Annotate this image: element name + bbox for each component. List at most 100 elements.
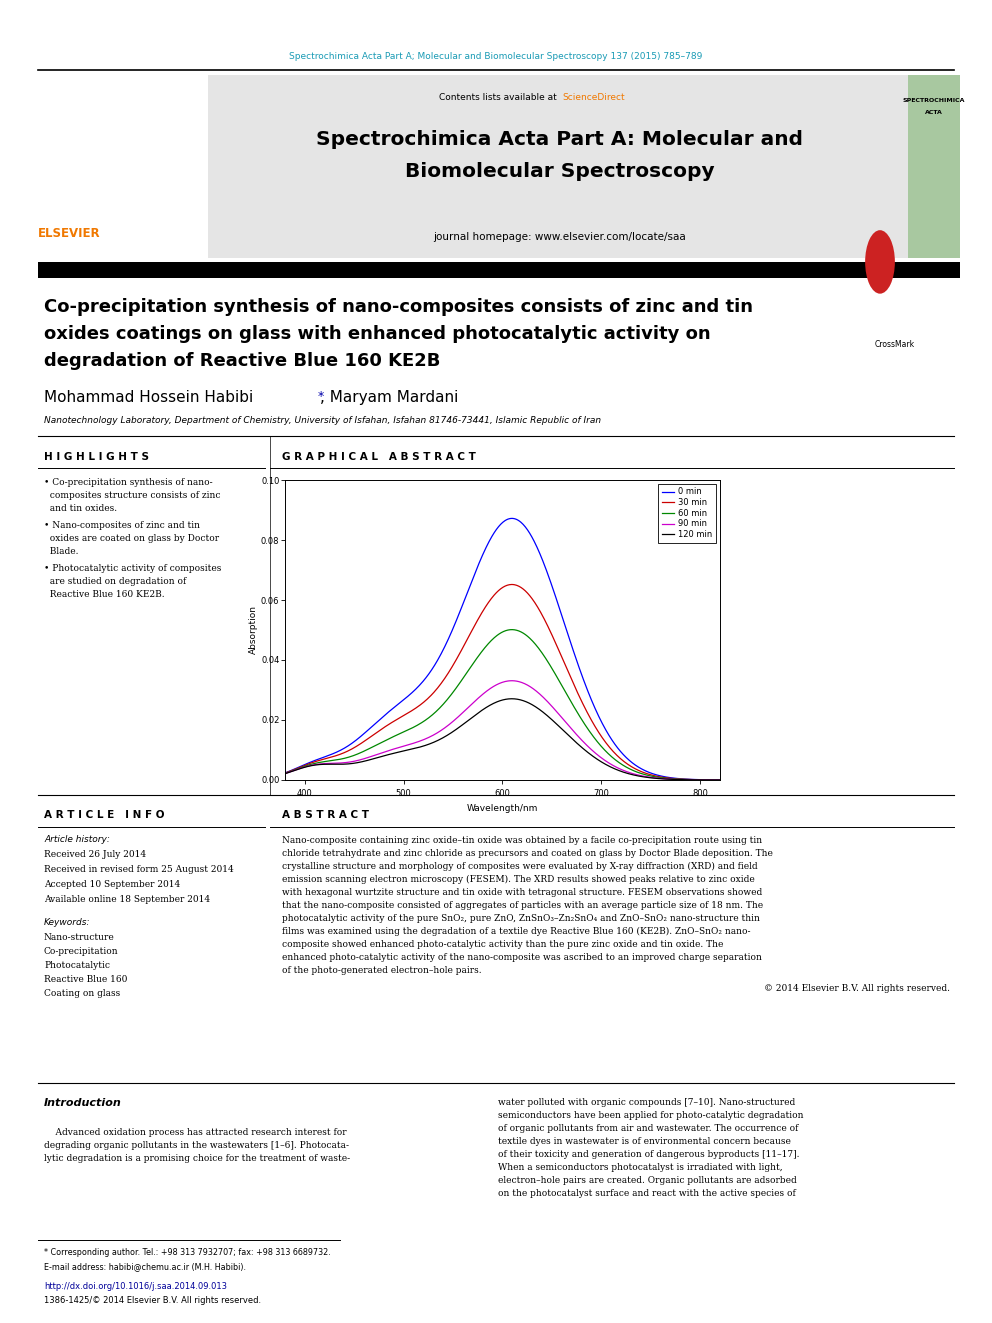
Text: A R T I C L E   I N F O: A R T I C L E I N F O [44,810,165,820]
90 min [570,726,582,742]
Text: *: * [314,390,324,404]
Bar [38,75,208,258]
Text: Co-precipitation: Co-precipitation [44,947,119,957]
Text: http://dx.doi.org/10.1016/j.saa.2014.09.013: http://dx.doi.org/10.1016/j.saa.2014.09.… [44,1282,227,1291]
60 min [476,643,488,659]
Text: of the photo-generated electron–hole pairs.: of the photo-generated electron–hole pai… [282,966,482,975]
Text: Introduction: Introduction [44,1098,122,1107]
30 min [506,577,518,593]
Text: 1386-1425/© 2014 Elsevier B.V. All rights reserved.: 1386-1425/© 2014 Elsevier B.V. All right… [44,1297,261,1304]
0 min [714,773,726,789]
Bar [908,75,960,258]
0 min [476,549,488,565]
0 min [279,765,291,781]
Text: Coating on glass: Coating on glass [44,990,120,998]
60 min [536,646,548,662]
Text: H I G H L I G H T S: H I G H L I G H T S [44,452,149,462]
Ellipse shape [865,230,895,294]
Text: Contents lists available at: Contents lists available at [439,93,560,102]
Text: Reactive Blue 160 KE2B.: Reactive Blue 160 KE2B. [44,590,165,599]
Text: Photocatalytic: Photocatalytic [44,960,110,970]
60 min [506,622,518,638]
Text: emission scanning electron microscopy (FESEM). The XRD results showed peaks rela: emission scanning electron microscopy (F… [282,875,755,884]
Text: • Co-precipitation synthesis of nano-: • Co-precipitation synthesis of nano- [44,478,212,487]
Text: of their toxicity and generation of dangerous byproducts [11–17].: of their toxicity and generation of dang… [498,1150,800,1159]
Line: 0 min: 0 min [285,519,720,781]
Text: Received in revised form 25 August 2014: Received in revised form 25 August 2014 [44,865,234,875]
Text: Mohammad Hossein Habibi: Mohammad Hossein Habibi [44,390,253,405]
Line: 90 min: 90 min [285,681,720,781]
Text: degrading organic pollutants in the wastewaters [1–6]. Photocata-: degrading organic pollutants in the wast… [44,1140,349,1150]
Text: that the nano-composite consisted of aggregates of particles with an average par: that the nano-composite consisted of agg… [282,901,763,910]
90 min [391,740,403,755]
Text: • Nano-composites of zinc and tin: • Nano-composites of zinc and tin [44,521,200,531]
Text: A B S T R A C T: A B S T R A C T [282,810,369,820]
0 min [391,697,403,713]
Text: composites structure consists of zinc: composites structure consists of zinc [44,491,220,500]
30 min [279,765,291,781]
Text: with hexagonal wurtzite structure and tin oxide with tetragonal structure. FESEM: with hexagonal wurtzite structure and ti… [282,888,762,897]
Text: © 2014 Elsevier B.V. All rights reserved.: © 2014 Elsevier B.V. All rights reserved… [764,984,950,994]
60 min [714,773,726,789]
X-axis label: Wavelength/nm: Wavelength/nm [467,803,539,812]
Text: Accepted 10 September 2014: Accepted 10 September 2014 [44,880,181,889]
120 min [536,704,548,720]
Text: chloride tetrahydrate and zinc chloride as precursors and coated on glass by Doc: chloride tetrahydrate and zinc chloride … [282,849,773,859]
Text: ELSEVIER: ELSEVIER [38,228,100,239]
30 min [391,712,403,728]
Bar [208,75,908,258]
Text: are studied on degradation of: are studied on degradation of [44,577,186,586]
Text: composite showed enhanced photo-catalytic activity than the pure zinc oxide and : composite showed enhanced photo-catalyti… [282,941,723,949]
Text: Keywords:: Keywords: [44,918,90,927]
Text: Blade.: Blade. [44,546,78,556]
Text: lytic degradation is a promising choice for the treatment of waste-: lytic degradation is a promising choice … [44,1154,350,1163]
0 min [607,734,619,750]
120 min [279,766,291,782]
Text: semiconductors have been applied for photo-catalytic degradation: semiconductors have been applied for pho… [498,1111,804,1121]
Text: Available online 18 September 2014: Available online 18 September 2014 [44,894,210,904]
Text: oxides are coated on glass by Doctor: oxides are coated on glass by Doctor [44,534,219,542]
Text: Article history:: Article history: [44,835,110,844]
Line: 120 min: 120 min [285,699,720,781]
Text: SPECTROCHIMICA: SPECTROCHIMICA [903,98,965,103]
Text: journal homepage: www.elsevier.com/locate/saa: journal homepage: www.elsevier.com/locat… [434,232,686,242]
60 min [356,744,368,759]
90 min [607,758,619,774]
Text: crystalline structure and morphology of composites were evaluated by X-ray diffr: crystalline structure and morphology of … [282,863,758,871]
0 min [536,552,548,568]
Text: G R A P H I C A L   A B S T R A C T: G R A P H I C A L A B S T R A C T [282,452,476,462]
Text: ACTA: ACTA [926,110,943,115]
Text: enhanced photo-catalytic activity of the nano-composite was ascribed to an impro: enhanced photo-catalytic activity of the… [282,953,762,962]
Text: electron–hole pairs are created. Organic pollutants are adsorbed: electron–hole pairs are created. Organic… [498,1176,797,1185]
60 min [391,728,403,744]
Text: Reactive Blue 160: Reactive Blue 160 [44,975,127,984]
120 min [506,691,518,706]
Line: 60 min: 60 min [285,630,720,781]
120 min [714,773,726,789]
Y-axis label: Absorption: Absorption [249,606,258,655]
Text: degradation of Reactive Blue 160 KE2B: degradation of Reactive Blue 160 KE2B [44,352,440,370]
Text: photocatalytic activity of the pure SnO₂, pure ZnO, ZnSnO₃–Zn₂SnO₄ and ZnO–SnO₂ : photocatalytic activity of the pure SnO₂… [282,914,760,923]
Text: Nanotechnology Laboratory, Department of Chemistry, University of Isfahan, Isfah: Nanotechnology Laboratory, Department of… [44,415,601,425]
30 min [476,605,488,620]
Line: 30 min: 30 min [285,585,720,781]
90 min [536,688,548,704]
120 min [476,703,488,718]
120 min [607,761,619,777]
90 min [279,766,291,782]
0 min [356,728,368,744]
Text: water polluted with organic compounds [7–10]. Nano-structured: water polluted with organic compounds [7… [498,1098,796,1107]
Text: Received 26 July 2014: Received 26 July 2014 [44,849,146,859]
Text: Nano-structure: Nano-structure [44,933,115,942]
30 min [570,681,582,697]
Legend: 0 min, 30 min, 60 min, 90 min, 120 min: 0 min, 30 min, 60 min, 90 min, 120 min [659,484,716,542]
30 min [536,607,548,623]
Text: Spectrochimica Acta Part A: Molecular and: Spectrochimica Acta Part A: Molecular an… [316,130,804,149]
Text: Advanced oxidation process has attracted research interest for: Advanced oxidation process has attracted… [44,1129,346,1136]
0 min [506,511,518,527]
Text: * Corresponding author. Tel.: +98 313 7932707; fax: +98 313 6689732.: * Corresponding author. Tel.: +98 313 79… [44,1248,330,1257]
Text: of organic pollutants from air and wastewater. The occurrence of: of organic pollutants from air and waste… [498,1125,799,1132]
Text: When a semiconductors photocatalyst is irradiated with light,: When a semiconductors photocatalyst is i… [498,1163,783,1172]
Text: on the photocatalyst surface and react with the active species of: on the photocatalyst surface and react w… [498,1189,796,1199]
60 min [279,766,291,782]
